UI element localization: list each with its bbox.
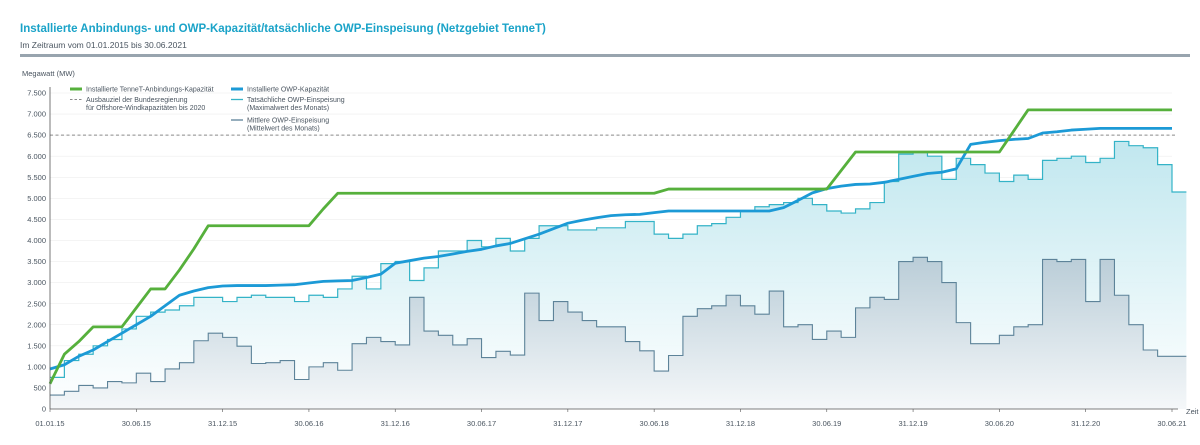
y-tick-label: 1.500	[27, 341, 46, 350]
x-tick-label: 30.06.19	[812, 419, 841, 428]
x-tick-label: 31.12.19	[898, 419, 927, 428]
x-tick-label: 30.06.21	[1157, 419, 1186, 428]
legend-item-ausbauziel: Ausbauziel der Bundesregierung für Offsh…	[70, 97, 205, 112]
y-tick-label: 7.500	[27, 89, 46, 98]
x-tick-label: 30.06.17	[467, 419, 496, 428]
mean-feed-in-line	[50, 256, 1187, 396]
legend-label-owp: Installierte OWP-Kapazität	[247, 87, 329, 94]
y-axis-label: Megawatt (MW)	[22, 69, 75, 78]
chart-subtitle: Im Zeitraum vom 01.01.2015 bis 30.06.202…	[20, 40, 187, 50]
legend-label-max-2: (Maximalwert des Monats)	[247, 105, 329, 112]
axes	[49, 87, 1178, 410]
y-tick-label: 3.000	[27, 278, 46, 287]
x-tick-label: 30.06.16	[294, 419, 323, 428]
mean-feed-in-area	[50, 257, 1187, 409]
y-tick-label: 6.000	[27, 152, 46, 161]
x-tick-label: 31.12.17	[553, 419, 582, 428]
x-axis-label: Zeit	[1186, 407, 1199, 416]
x-tick-label: 30.06.15	[122, 419, 151, 428]
x-tick-label: 30.06.18	[640, 419, 669, 428]
y-tick-label: 6.500	[27, 131, 46, 140]
x-tick-label: 31.12.16	[381, 419, 410, 428]
y-tick-label: 4.500	[27, 215, 46, 224]
y-tick-label: 3.500	[27, 257, 46, 266]
legend-item-owp: Installierte OWP-Kapazität	[231, 87, 329, 94]
y-tick-labels: 0 500 1.000 1.500 2.000 2.500 3.000 3.500 4.000 4…	[27, 89, 46, 414]
legend-label-mean: Mittlere OWP-Einspeisung	[247, 118, 329, 125]
legend-label-max: Tatsächliche OWP-Einspeisung	[247, 97, 345, 104]
connection-capacity-line	[48, 108, 1172, 385]
x-tick-label: 01.01.15	[35, 419, 64, 428]
y-tick-label: 0	[42, 405, 46, 414]
legend-label-anbindung: Installierte TenneT-Anbindungs-Kapazität	[86, 87, 214, 94]
owp-capacity-line	[49, 126, 1172, 371]
legend-label-ausbauziel-2: für Offshore-Windkapazitäten bis 2020	[86, 105, 205, 112]
x-tick-label: 31.12.18	[726, 419, 755, 428]
y-tick-label: 2.500	[27, 299, 46, 308]
legend: Installierte TenneT-Anbindungs-Kapazität…	[70, 87, 345, 133]
x-tick-label: 31.12.15	[208, 419, 237, 428]
legend-label-ausbauziel: Ausbauziel der Bundesregierung	[86, 97, 188, 104]
chart-title: Installierte Anbindungs- und OWP-Kapazit…	[20, 23, 546, 35]
legend-item-anbindung: Installierte TenneT-Anbindungs-Kapazität	[70, 87, 214, 94]
y-tick-label: 7.000	[27, 110, 46, 119]
x-tick-label: 31.12.20	[1071, 419, 1100, 428]
x-tick-labels: 01.01.15 30.06.15 31.12.15 30.06.16 31.12.16…	[35, 409, 1187, 428]
y-tick-label: 2.000	[27, 320, 46, 329]
y-tick-label: 4.000	[27, 236, 46, 245]
legend-item-mean: Mittlere OWP-Einspeisung (Mittelwert des…	[231, 118, 329, 133]
y-tick-label: 5.000	[27, 194, 46, 203]
y-tick-label: 1.000	[27, 362, 46, 371]
header-rule	[20, 54, 1190, 57]
legend-item-max: Tatsächliche OWP-Einspeisung (Maximalwer…	[231, 97, 345, 112]
x-tick-label: 30.06.20	[985, 419, 1014, 428]
legend-label-mean-2: (Mittelwert des Monats)	[247, 126, 320, 133]
max-feed-in-line	[50, 140, 1187, 378]
y-tick-label: 500	[33, 384, 46, 393]
y-tick-label: 5.500	[27, 173, 46, 182]
